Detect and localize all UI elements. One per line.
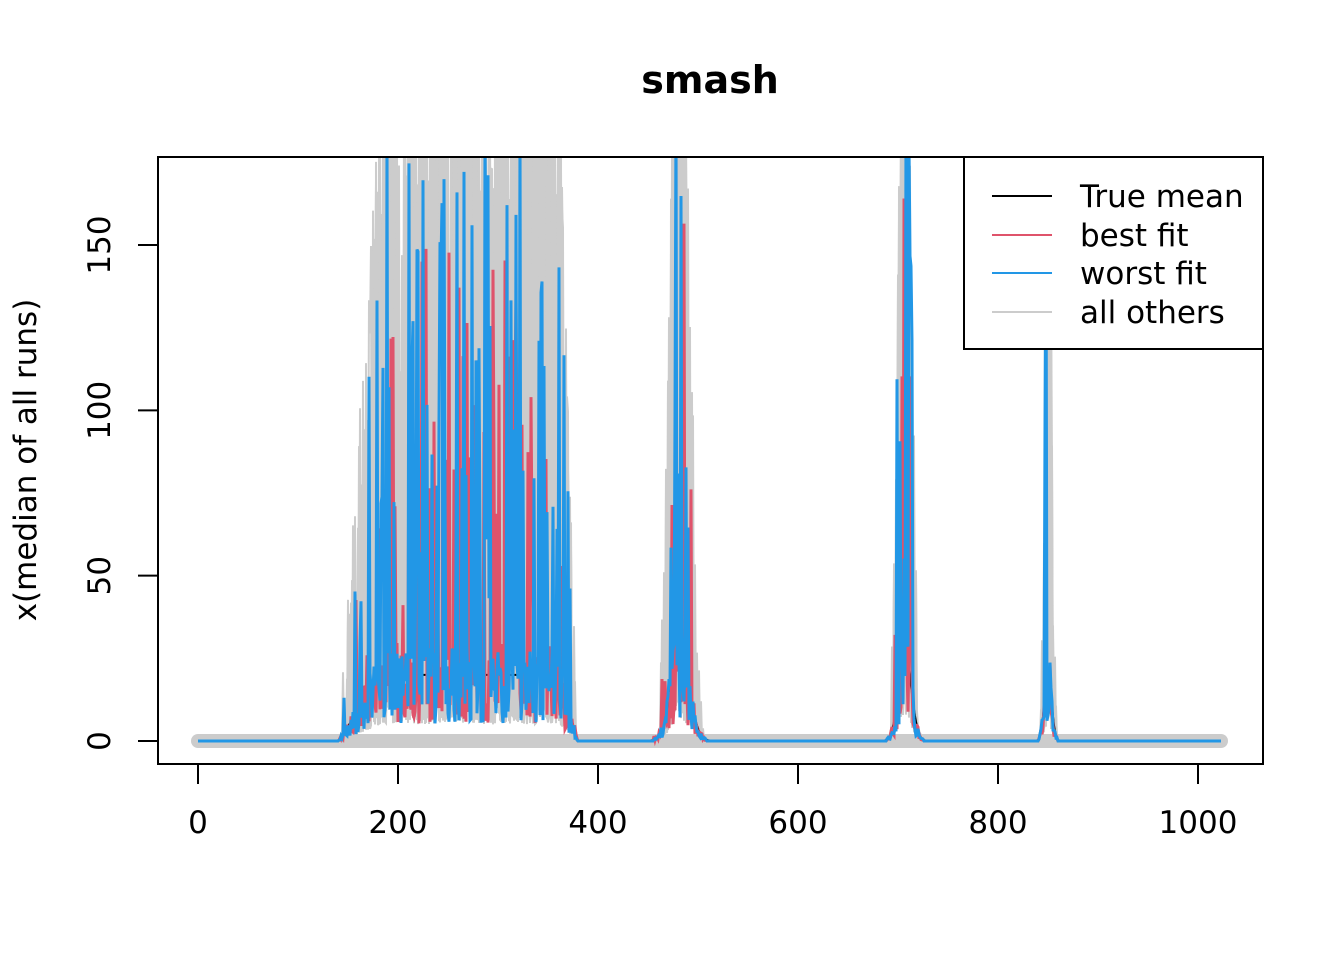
legend-label-best-fit: best fit xyxy=(1080,218,1189,254)
x-tick-label: 0 xyxy=(188,805,208,841)
x-tick-label: 200 xyxy=(368,805,427,841)
legend-box xyxy=(963,156,1264,350)
y-axis-label: x(median of all runs) xyxy=(8,299,44,622)
y-tick-label: 150 xyxy=(82,215,118,274)
y-tick-label: 0 xyxy=(82,731,118,751)
legend-label-true-mean: True mean xyxy=(1079,179,1244,215)
series-worst-fit-line xyxy=(198,157,1221,743)
x-tick-label: 1000 xyxy=(1159,805,1238,841)
y-axis: 0 50 100 150 xyxy=(82,215,159,751)
y-tick-label: 50 xyxy=(82,556,118,595)
x-axis: 0 200 400 600 800 1000 xyxy=(188,763,1238,841)
series-layer xyxy=(191,157,1228,748)
legend-label-worst-fit: worst fit xyxy=(1080,256,1207,292)
legend: True mean best fit worst fit all others xyxy=(963,156,1264,350)
x-tick-label: 600 xyxy=(768,805,827,841)
x-tick-label: 400 xyxy=(568,805,627,841)
y-tick-label: 100 xyxy=(82,381,118,440)
chart-title: smash xyxy=(641,58,779,102)
x-tick-label: 800 xyxy=(968,805,1027,841)
legend-label-all-others: all others xyxy=(1080,295,1225,331)
